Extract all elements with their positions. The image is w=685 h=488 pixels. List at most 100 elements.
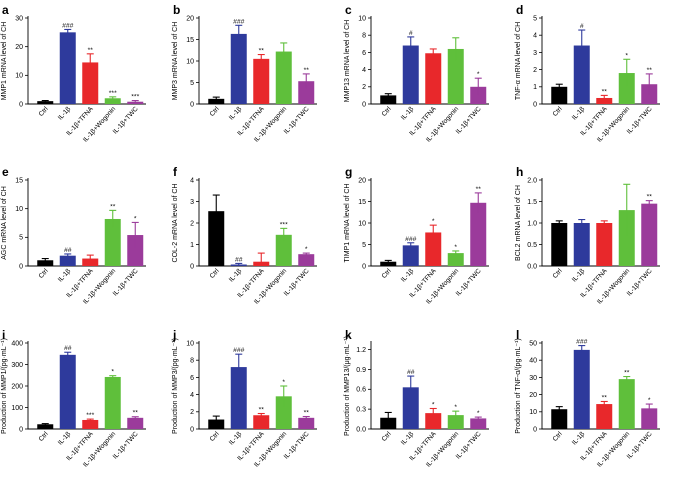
x-category-label: IL-1β — [228, 268, 243, 284]
bar-il-1-wogonin — [104, 218, 121, 266]
panel-b: b MMP3 mRNA level of CH 0 5 10 15 20 Ctrl ### IL-… — [172, 3, 317, 144]
y-tick-label: 2 — [533, 67, 537, 74]
panel-letter: l — [516, 328, 519, 342]
bar-ctrl — [551, 409, 568, 429]
bar-il-1- — [230, 33, 247, 104]
significance-mark: ### — [576, 339, 588, 346]
y-tick-label: 10 — [15, 206, 23, 213]
panel-g: g TIMP1 mRNA level of CH 0 5 10 15 20 Ctrl ### IL… — [344, 165, 489, 306]
bar-il-1-tfna — [253, 415, 270, 429]
significance-mark: *** — [131, 94, 139, 101]
y-tick-label: 0 — [19, 101, 23, 108]
bar-il-1-wogonin — [618, 73, 635, 104]
y-tick-label: 2 — [190, 409, 194, 416]
y-tick-label: 3 — [533, 50, 537, 57]
y-tick-label: 10 — [358, 220, 366, 227]
bar-il-1-tfna — [253, 58, 270, 104]
panel-letter: j — [172, 328, 176, 342]
y-tick-label: 0 — [362, 263, 366, 270]
y-tick-label: 5 — [533, 15, 537, 22]
significance-mark: *** — [280, 221, 288, 228]
significance-mark: ## — [64, 345, 72, 352]
y-tick-label: 8 — [362, 33, 366, 40]
bar-il-1-twc — [470, 202, 487, 266]
y-tick-label: 3 — [190, 199, 194, 206]
x-category-label: Ctrl — [209, 267, 221, 280]
panel-letter: a — [2, 3, 9, 17]
y-axis-label: COL-2 mRNA level of CH — [172, 184, 179, 263]
bar-il-1-wogonin — [275, 234, 292, 266]
significance-mark: ** — [602, 394, 608, 401]
y-axis-label: Production of MMP1/(pg·mL⁻¹) — [1, 338, 8, 434]
significance-mark: * — [432, 218, 435, 225]
y-tick-label: 20 — [186, 15, 194, 22]
significance-mark: * — [477, 410, 480, 417]
x-category-label: IL-1β — [400, 106, 415, 122]
y-tick-label: 10 — [15, 73, 23, 80]
bar-il-1-wogonin — [618, 379, 635, 429]
y-tick-label: 0 — [19, 426, 23, 433]
y-tick-label: 0 — [19, 263, 23, 270]
y-tick-label: 0 — [190, 263, 194, 270]
bar-il-1-twc — [127, 235, 144, 266]
panel-letter: e — [2, 165, 9, 179]
y-tick-label: 2.0 — [527, 177, 537, 184]
significance-mark: # — [409, 30, 413, 37]
bar-il-1-tfna — [596, 223, 613, 266]
significance-mark: * — [432, 401, 435, 408]
x-category-label: Ctrl — [552, 267, 564, 280]
panel-h: h BCL2 mRNA level of CH 0.0 0.5 1.0 1.5 2.0 Ctr… — [515, 165, 660, 306]
y-tick-label: 6 — [362, 50, 366, 57]
bar-il-1- — [230, 367, 247, 429]
bar-ctrl — [380, 261, 397, 266]
x-category-label: IL-1β — [571, 106, 586, 122]
significance-mark: * — [454, 244, 457, 251]
bar-il-1- — [59, 32, 76, 105]
y-tick-label: 300 — [11, 362, 23, 369]
y-tick-label: 5 — [362, 242, 366, 249]
y-tick-label: 4 — [190, 177, 194, 184]
x-category-label: Ctrl — [38, 430, 50, 443]
significance-mark: ** — [304, 410, 310, 417]
significance-mark: ** — [88, 47, 94, 54]
y-tick-label: 0.5 — [527, 242, 537, 249]
bar-il-1-wogonin — [618, 210, 635, 266]
x-category-label: IL-1β — [57, 431, 72, 447]
y-axis-label: Production of TNF-α/(pg·mL⁻¹) — [515, 338, 522, 434]
y-tick-label: 50 — [529, 340, 537, 347]
panel-c: c MMP13 mRNA level of CH 0 2 4 6 8 10 Ctrl # IL-1β… — [344, 3, 489, 144]
bar-il-1- — [402, 245, 419, 266]
bar-ctrl — [380, 417, 397, 429]
significance-mark: ** — [304, 67, 310, 74]
x-category-label: IL-1β — [57, 268, 72, 284]
bar-il-1-tfna — [425, 413, 442, 429]
panel-d: d TNF-α mRNA level of CH 0 1 2 3 4 5 Ctrl # IL-1β *… — [515, 3, 660, 144]
bar-il-1-twc — [641, 203, 658, 266]
y-tick-label: 4 — [533, 33, 537, 40]
y-axis-label: TIMP1 mRNA level of CH — [344, 184, 351, 263]
y-tick-label: 0 — [190, 101, 194, 108]
significance-mark: *** — [109, 90, 117, 97]
panel-letter: d — [516, 3, 523, 17]
y-axis-label: Production of MMP13/(μg·mL⁻¹) — [344, 336, 351, 436]
y-tick-label: 0.3 — [356, 407, 366, 414]
panel-letter: i — [2, 328, 5, 342]
y-tick-label: 0.0 — [527, 263, 537, 270]
y-tick-label: 20 — [358, 177, 366, 184]
panel-letter: b — [173, 3, 180, 17]
significance-mark: * — [111, 369, 114, 376]
bar-il-1- — [402, 45, 419, 104]
significance-mark: ** — [476, 186, 482, 193]
bar-il-1- — [59, 354, 76, 429]
significance-mark: * — [625, 52, 628, 59]
y-tick-label: 10 — [358, 15, 366, 22]
bar-il-1-tfna — [596, 404, 613, 429]
y-tick-label: 30 — [529, 375, 537, 382]
y-tick-label: 1.2 — [356, 347, 366, 354]
y-tick-label: 0 — [533, 426, 537, 433]
x-category-label: Ctrl — [552, 430, 564, 443]
bar-il-1-tfna — [82, 258, 99, 266]
